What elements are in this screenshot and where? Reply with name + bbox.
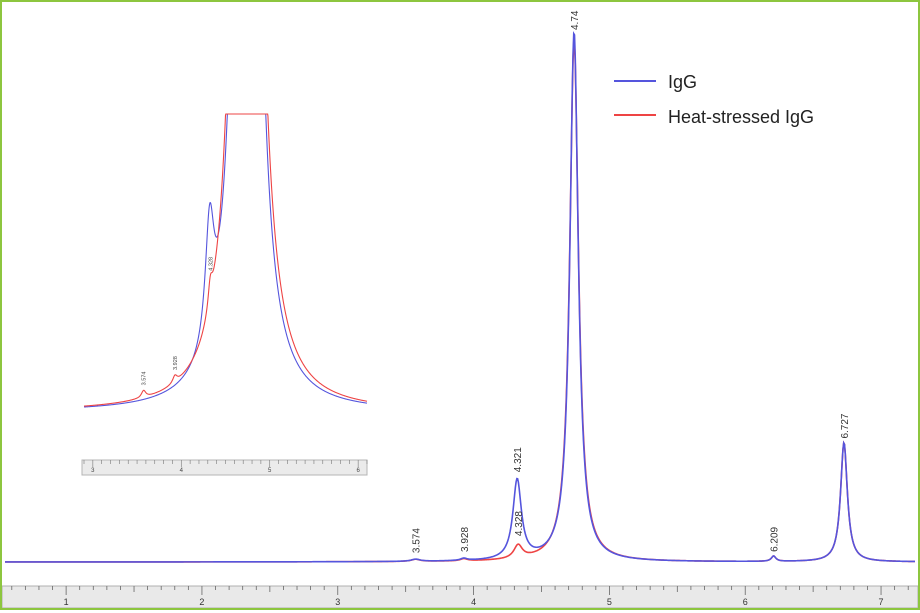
peak-label: 3.928 — [460, 527, 471, 552]
inset-axis-ticks: 3 4 5 6 — [83, 460, 368, 474]
inset-series-line — [83, 113, 368, 407]
legend-label-igg: IgG — [668, 72, 697, 92]
main-axis-tick-label: 3 — [335, 597, 340, 607]
peak-label: 6.727 — [840, 413, 851, 438]
main-series-group — [5, 31, 916, 563]
inset-peak-label: 3.928 — [173, 356, 179, 370]
inset-series-group — [83, 113, 368, 408]
main-peak-labels: 3.574 3.928 4.321 4.328 4.74 6.209 6.727 — [412, 10, 851, 553]
peak-label: 3.574 — [412, 528, 423, 553]
peak-label: 4.321 — [513, 447, 524, 472]
peak-label: 4.328 — [514, 511, 525, 536]
inset-axis-tick-label: 4 — [180, 468, 184, 474]
main-axis-tick-label: 5 — [607, 597, 612, 607]
inset-peak-label: 3.574 — [142, 372, 148, 386]
main-axis-tick-label: 4 — [471, 597, 476, 607]
inset-axis-tick-label: 3 — [91, 468, 95, 474]
series-line — [5, 31, 916, 563]
main-axis-tick-label: 1 — [64, 597, 69, 607]
inset-axis-tick-label: 5 — [268, 468, 272, 474]
peak-label: 6.209 — [770, 526, 781, 551]
legend: IgG Heat-stressed IgG — [614, 72, 814, 127]
inset-peak-label: 4.328 — [208, 257, 214, 271]
inset-axis-tick-label: 6 — [356, 468, 360, 474]
peak-label: 4.74 — [570, 10, 581, 30]
legend-label-heat-stressed: Heat-stressed IgG — [668, 107, 814, 127]
main-axis-ticks: 1 2 3 4 5 6 7 — [11, 586, 909, 607]
inset-axis-bar — [81, 459, 368, 476]
inset-series-line — [83, 113, 368, 408]
main-axis-tick-label: 2 — [199, 597, 204, 607]
inset-chart: 3 4 5 6 3.574 3.928 4.328 — [81, 113, 368, 476]
inset-peak-labels: 3.574 3.928 4.328 — [142, 257, 215, 385]
main-axis-tick-label: 6 — [743, 597, 748, 607]
main-axis-tick-label: 7 — [879, 597, 884, 607]
